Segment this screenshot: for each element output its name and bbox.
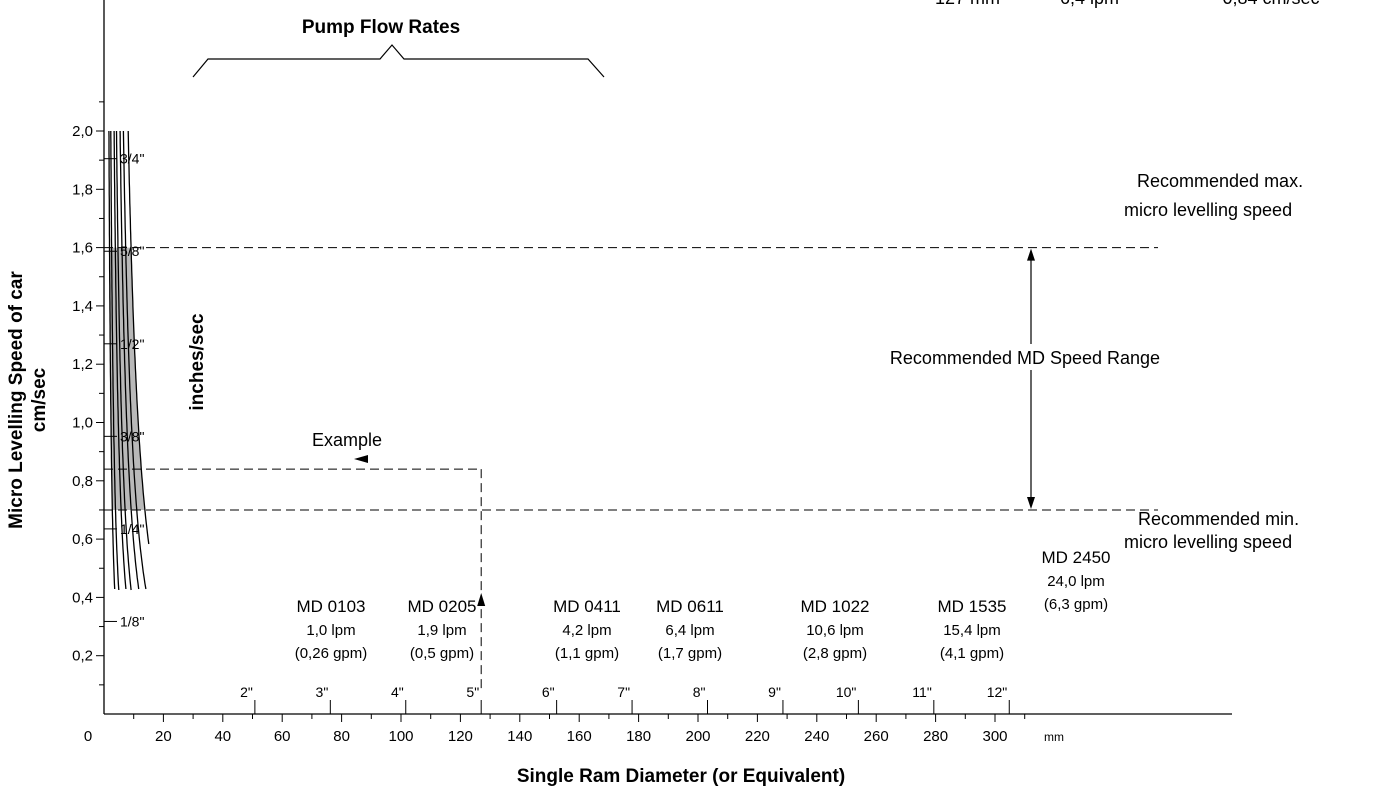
x-inch-tick-label: 3" [316,684,329,700]
x-inch-tick-label: 12" [987,684,1008,700]
y2-axis-title: inches/sec [187,313,208,411]
y-inch-tick-label: 1/4" [120,521,144,537]
x-inch-tick-label: 7" [617,684,630,700]
curve-md-0411 [113,130,127,590]
curve-md-0611 [115,130,132,591]
x-unit-label: mm [1044,730,1064,744]
y-inch-tick-label: 3/8" [120,428,144,444]
x-inch-tick-label: 2" [240,684,253,700]
y-tick-label: 0,4 [72,589,93,606]
curve-md-1022 [119,130,140,590]
md-0205-lpm: 1,9 lpm [417,622,466,639]
y-axis-title-line: Micro Levelling Speed of car [6,271,27,529]
md-1535-gpm: (4,1 gpm) [940,645,1004,662]
x-tick-label: 80 [333,728,350,745]
x-axis-title: Single Ram Diameter (or Equivalent) [517,766,845,787]
md-0611-name: MD 0611 [656,597,724,616]
range-arrow-head-top [1027,248,1035,261]
x-tick-label: 120 [448,728,473,745]
curve-md-2450 [127,130,150,545]
note-speed: ~0,84 cm/sec [1212,0,1320,8]
x-tick-label: 220 [745,728,770,745]
min-speed-label-2: micro levelling speed [1124,532,1292,552]
x-tick-label: 300 [982,728,1007,745]
curve-md-0205 [110,131,120,591]
range-arrow-head-bottom [1027,496,1035,509]
title-bracket [192,44,605,78]
example-arrow-up [477,593,486,606]
y-inch-tick-label: 1/8" [120,613,144,629]
y-axis-title: Micro Levelling Speed of car cm/sec [6,271,50,529]
y-tick-label: 1,6 [72,240,93,257]
md-0103-name: MD 0103 [297,597,366,616]
md-0611-gpm: (1,7 gpm) [658,645,722,662]
chart-title: Pump Flow Rates [302,17,460,38]
x-tick-label: 140 [507,728,532,745]
md-1022-gpm: (2,8 gpm) [803,645,867,662]
curve-md-0103 [108,130,116,590]
max-speed-label-2: micro levelling speed [1124,200,1292,220]
x-inch-tick-label: 8" [693,684,706,700]
y-tick-label: 1,2 [72,356,93,373]
note-diameter: 127 mm [935,0,1000,8]
md-2450-gpm: (6,3 gpm) [1044,596,1108,613]
md-1022-name: MD 1022 [801,597,870,616]
x-tick-label: 160 [567,728,592,745]
md-0411-gpm: (1,1 gpm) [555,645,619,662]
x-tick-label: 240 [804,728,829,745]
md-2450-lpm: 24,0 lpm [1047,573,1105,590]
y-tick-label: 0,6 [72,531,93,548]
md-1022-lpm: 10,6 lpm [806,622,864,639]
x-tick-label: 40 [214,728,231,745]
x-tick-label: 200 [685,728,710,745]
x-tick-label: 60 [274,728,291,745]
y-tick-label: 1,8 [72,181,93,198]
x-tick-label: 180 [626,728,651,745]
md-0205-name: MD 0205 [408,597,477,616]
md-1535-name: MD 1535 [938,597,1007,616]
x-tick-label: 260 [864,728,889,745]
y-tick-label: 0,8 [72,473,93,490]
x-tick-label: 0 [84,728,92,745]
range-label: Recommended MD Speed Range [890,348,1160,368]
md-0103-lpm: 1,0 lpm [306,622,355,639]
max-speed-label-1: Recommended max. [1137,171,1303,191]
y-axis-title-line: cm/sec [29,367,50,432]
y-inch-tick-label: 5/8" [120,243,144,259]
y-tick-label: 2,0 [72,123,93,140]
md-2450-name: MD 2450 [1042,548,1111,567]
x-inch-tick-label: 5" [466,684,479,700]
x-inch-tick-label: 9" [768,684,781,700]
md-0611-lpm: 6,4 lpm [665,622,714,639]
x-tick-label: 20 [155,728,172,745]
md-0411-lpm: 4,2 lpm [562,622,611,639]
x-inch-tick-label: 4" [391,684,404,700]
md-1535-lpm: 15,4 lpm [943,622,1001,639]
y-inch-tick-label: 3/4" [120,151,144,167]
curve-md-1535 [122,130,147,590]
example-label: Example [312,430,382,450]
md-0411-name: MD 0411 [553,597,621,616]
x-inch-tick-label: 11" [912,684,932,700]
range-label-bg [862,344,1188,370]
x-tick-label: 100 [388,728,413,745]
y-tick-label: 0,2 [72,648,93,665]
x-inch-tick-label: 6" [542,684,555,700]
md-0103-gpm: (0,26 gpm) [295,645,368,662]
md-0205-gpm: (0,5 gpm) [410,645,474,662]
x-tick-label: 280 [923,728,948,745]
example-arrow-left [354,455,368,463]
y-tick-label: 1,4 [72,298,93,315]
x-inch-tick-label: 10" [836,684,857,700]
min-speed-label-1: Recommended min. [1138,509,1299,529]
y-tick-label: 1,0 [72,415,93,432]
y-inch-tick-label: 1/2" [120,336,144,352]
note-flow: 6,4 lpm [1060,0,1119,8]
